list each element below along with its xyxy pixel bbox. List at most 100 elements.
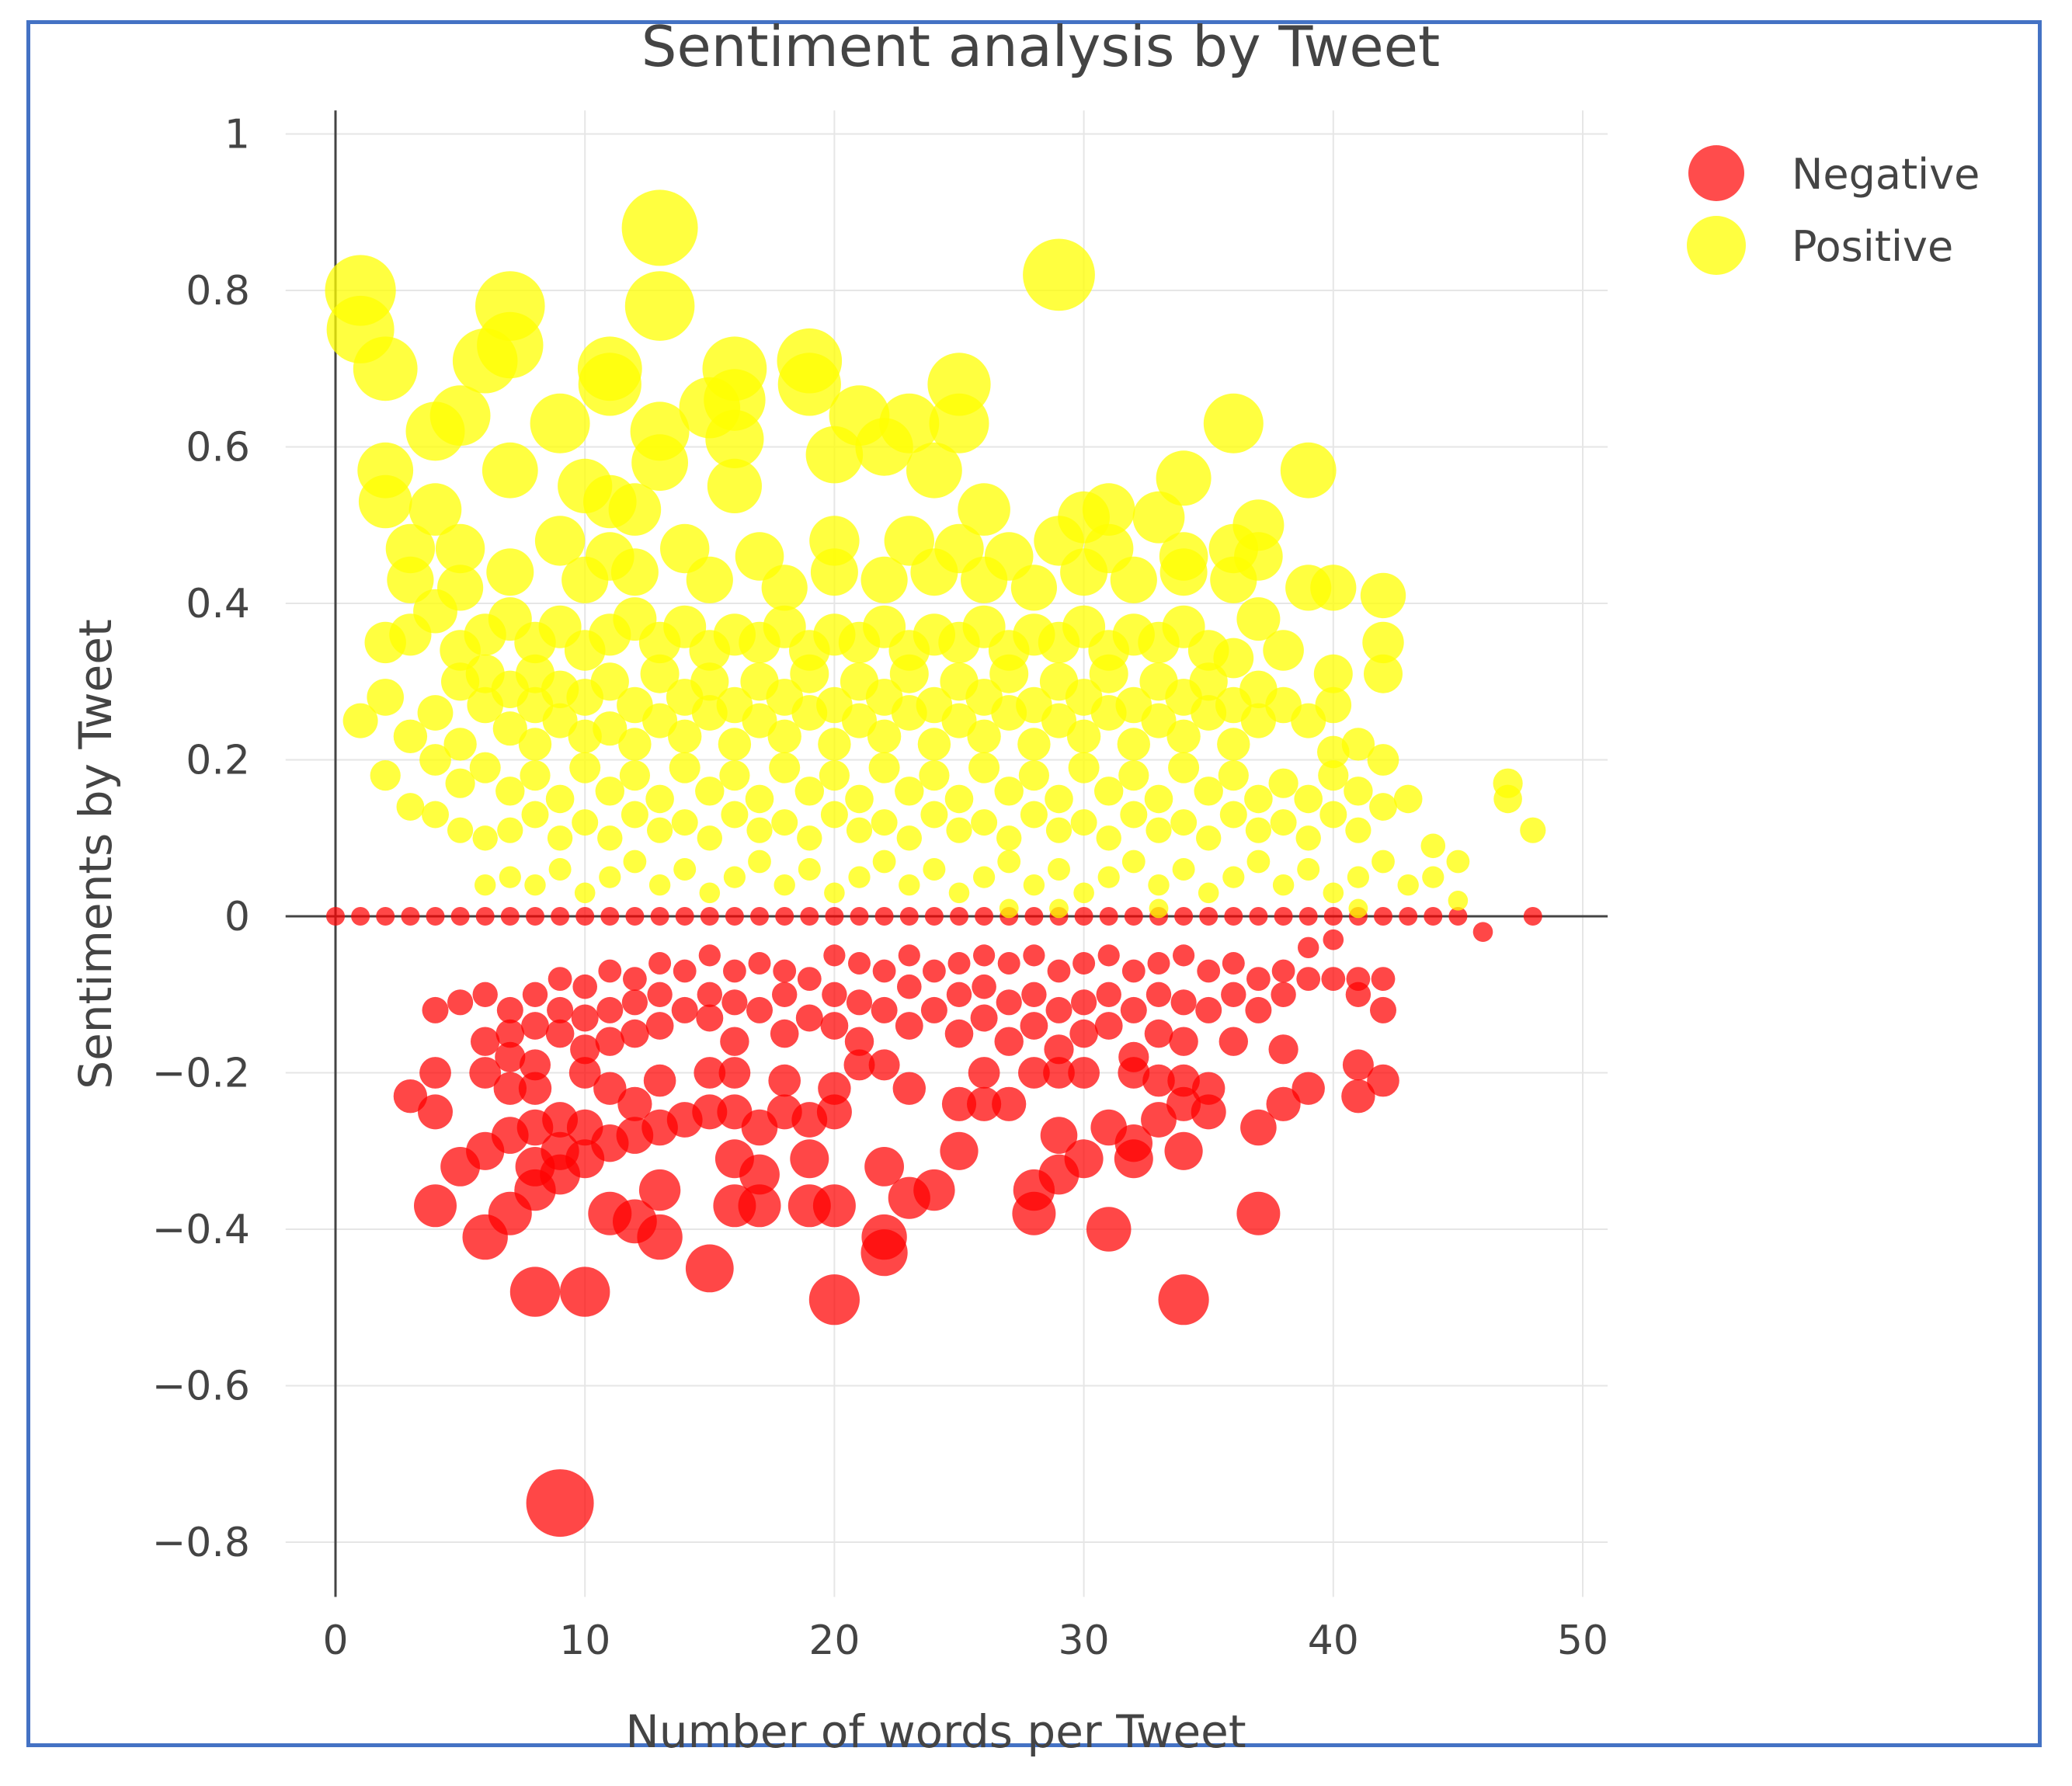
negative-point: [1044, 1034, 1074, 1065]
positive-point: [1203, 393, 1264, 453]
negative-point: [822, 982, 847, 1008]
positive-point: [868, 752, 900, 784]
negative-point: [720, 1027, 749, 1056]
positive-point: [486, 548, 534, 596]
negative-point: [376, 907, 395, 926]
negative-point: [568, 1057, 601, 1089]
negative-point: [797, 967, 822, 991]
positive-point: [648, 874, 671, 896]
negative-point: [1121, 959, 1146, 983]
negative-point: [472, 982, 498, 1008]
positive-point: [1096, 825, 1121, 851]
negative-point: [496, 996, 523, 1023]
negative-point: [899, 907, 919, 926]
positive-point: [761, 565, 808, 611]
positive-point: [1371, 850, 1395, 874]
negative-point: [1240, 1109, 1277, 1146]
negative-point: [1370, 996, 1396, 1023]
positive-point: [745, 784, 774, 814]
positive-point: [848, 866, 871, 888]
x-tick-label: 10: [559, 1617, 610, 1664]
positive-point: [595, 777, 624, 806]
negative-point: [623, 967, 647, 991]
negative-point: [1071, 989, 1097, 1016]
positive-point: [495, 777, 525, 806]
positive-point: [690, 662, 729, 701]
negative-point: [500, 907, 520, 926]
negative-point: [892, 1072, 926, 1105]
positive-point: [524, 874, 546, 896]
legend-positive-marker[interactable]: [1687, 216, 1746, 275]
positive-point: [534, 516, 586, 566]
negative-point: [748, 952, 771, 975]
positive-point: [842, 703, 877, 738]
negative-point: [1341, 1079, 1375, 1114]
positive-point: [1172, 858, 1195, 881]
negative-point: [1323, 907, 1343, 926]
negative-point: [1120, 996, 1147, 1023]
negative-point: [1094, 1012, 1123, 1040]
negative-point: [808, 1274, 860, 1326]
positive-point: [393, 719, 428, 753]
positive-point: [623, 850, 647, 874]
positive-point: [358, 474, 412, 529]
negative-point: [671, 996, 698, 1023]
positive-point: [1017, 728, 1051, 761]
positive-point: [671, 809, 698, 836]
positive-point: [481, 442, 538, 499]
negative-point: [495, 1041, 526, 1072]
negative-point: [1045, 996, 1073, 1023]
negative-point: [1345, 982, 1371, 1008]
positive-point: [1097, 866, 1120, 888]
positive-point: [387, 556, 434, 603]
positive-point: [452, 328, 518, 394]
positive-point: [999, 898, 1019, 919]
positive-point: [1070, 809, 1097, 836]
legend-positive-label[interactable]: Positive: [1792, 222, 1953, 271]
negative-point: [898, 944, 920, 967]
legend-negative-label[interactable]: Negative: [1792, 150, 1980, 199]
positive-point: [1149, 898, 1169, 919]
negative-point: [1118, 1057, 1150, 1089]
negative-point: [770, 1019, 799, 1048]
positive-point: [1422, 866, 1444, 888]
negative-point: [725, 907, 744, 926]
positive-point: [777, 353, 841, 416]
negative-point: [422, 996, 449, 1023]
positive-point: [367, 679, 404, 716]
negative-point: [1424, 907, 1443, 926]
y-tick-label: −0.2: [152, 1051, 250, 1097]
negative-point: [469, 1057, 502, 1089]
positive-point: [1189, 662, 1228, 701]
negative-point: [997, 952, 1020, 975]
positive-point: [735, 532, 784, 581]
positive-point: [797, 825, 822, 851]
positive-point: [929, 393, 989, 453]
positive-point: [920, 801, 948, 829]
positive-point: [889, 654, 929, 693]
negative-point: [522, 982, 548, 1008]
negative-point: [1246, 967, 1271, 991]
positive-point: [1318, 760, 1349, 791]
positive-point: [590, 662, 629, 701]
positive-point: [961, 556, 1008, 603]
negative-point: [1523, 907, 1542, 926]
positive-point: [1213, 638, 1254, 679]
legend-negative-marker[interactable]: [1688, 145, 1744, 201]
positive-point: [997, 850, 1021, 874]
negative-point: [418, 1094, 453, 1130]
y-tick-label: 0.4: [186, 581, 250, 627]
positive-point: [1117, 728, 1151, 761]
negative-point: [595, 1027, 624, 1056]
negative-point: [790, 1139, 829, 1179]
negative-point: [1097, 944, 1120, 967]
positive-point: [1268, 768, 1298, 798]
positive-point: [1520, 817, 1546, 843]
negative-point: [1099, 907, 1118, 926]
positive-point: [1132, 491, 1185, 544]
negative-point: [868, 1049, 900, 1081]
y-tick-label: 0.6: [186, 425, 250, 471]
negative-point: [493, 1072, 527, 1105]
positive-point: [820, 801, 848, 829]
positive-point: [1094, 777, 1124, 806]
